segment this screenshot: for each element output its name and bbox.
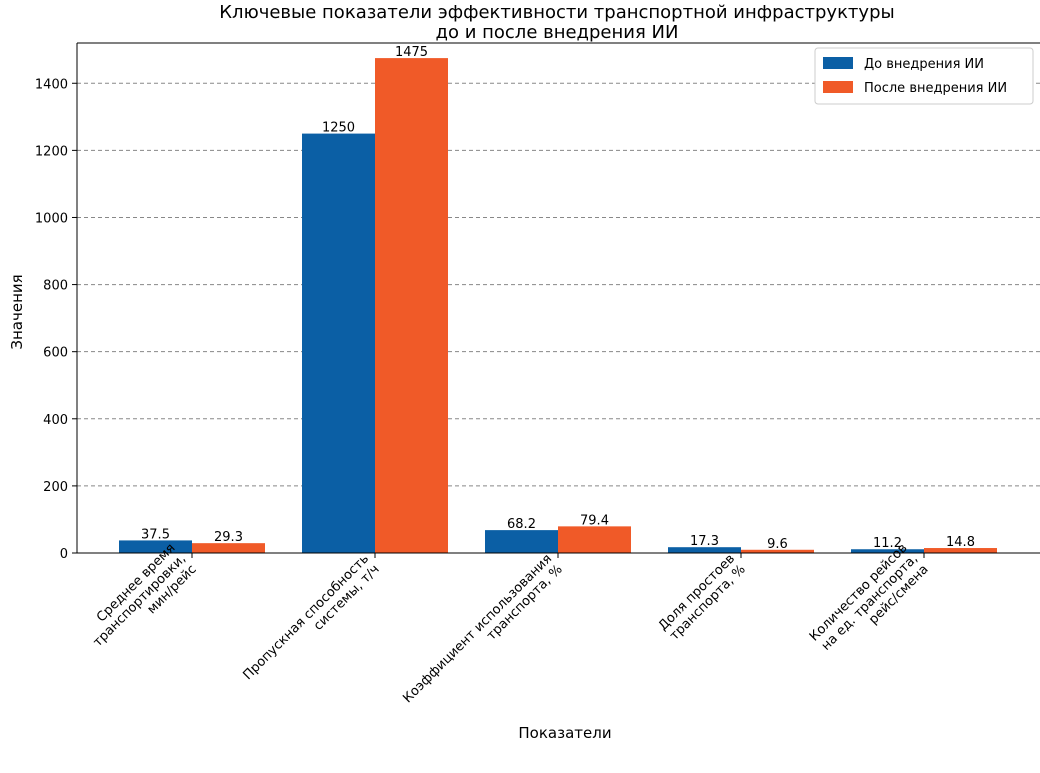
bar-after [741, 549, 814, 553]
x-tick-label-line: Коэффициент использования [400, 551, 555, 706]
legend-swatch [823, 57, 853, 69]
x-tick-label-line: транспортировки, [90, 551, 189, 650]
bar-value-label: 1475 [395, 45, 428, 60]
y-axis-label: Значения [8, 274, 26, 349]
y-tick-label: 800 [43, 279, 68, 294]
bar-after [924, 548, 997, 553]
bar-value-label: 17.3 [690, 534, 719, 549]
bar-value-label: 14.8 [946, 535, 975, 550]
bar-before [302, 133, 375, 553]
chart-title-line: до и после внедрения ИИ [436, 22, 679, 43]
bar-before [485, 530, 558, 553]
bar-value-label: 37.5 [141, 527, 170, 542]
y-ticks: 0 200 400 600 800 1000 1200 1400 [35, 77, 77, 562]
legend-entry-label: До внедрения ИИ [864, 57, 984, 72]
x-tick-label-line: на ед. транспорта, [819, 551, 921, 653]
x-axis-label: Показатели [518, 724, 611, 742]
y-tick-label: 0 [60, 547, 68, 562]
chart-title: Ключевые показатели эффективности трансп… [219, 2, 894, 43]
bar-after [375, 58, 448, 553]
y-tick-label: 200 [43, 480, 68, 495]
bar-value-label: 29.3 [214, 530, 243, 545]
bar-value-label: 68.2 [507, 517, 536, 532]
legend-box [814, 47, 1034, 105]
legend-entry-label: После внедрения ИИ [864, 81, 1007, 96]
y-tick-label: 1200 [35, 144, 68, 159]
axes [76, 42, 1040, 554]
bar-after [558, 526, 631, 553]
bar-after [192, 543, 265, 553]
bar-value-label: 9.6 [767, 537, 788, 552]
bar-value-label: 79.4 [580, 513, 609, 528]
y-tick-label: 600 [43, 346, 68, 361]
y-tick-label: 400 [43, 413, 68, 428]
y-tick-label: 1000 [35, 211, 68, 226]
legend-swatch [823, 81, 853, 93]
bar-value-label: 1250 [322, 121, 355, 136]
chart-title-line: Ключевые показатели эффективности трансп… [219, 2, 894, 23]
x-tick-label-line: Пропускная способность [240, 551, 372, 683]
gridlines [77, 82, 1040, 487]
bar-before [668, 547, 741, 553]
bar-before [851, 549, 924, 553]
y-tick-label: 1400 [35, 77, 68, 92]
bar-before [119, 540, 192, 553]
value-labels: 37.5 1250 68.2 17.3 11.2 29.3 1475 79.4 9.6 14.8 [141, 45, 975, 552]
legend: До внедрения ИИ После внедрения ИИ [814, 47, 1034, 105]
bar-value-label: 11.2 [873, 536, 902, 551]
bars [119, 58, 997, 553]
